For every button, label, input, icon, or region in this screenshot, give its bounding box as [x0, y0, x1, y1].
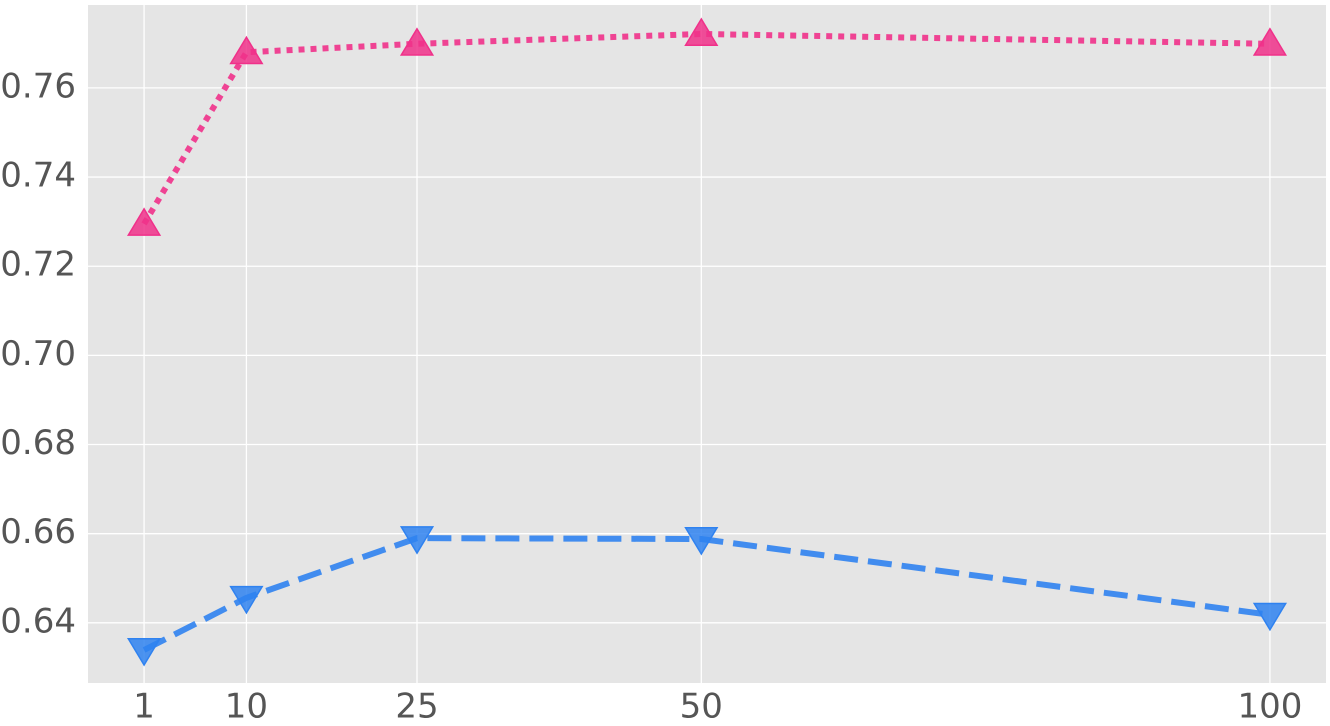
marker [399, 27, 435, 56]
marker [399, 526, 435, 555]
y-tick-label: 0.70 [0, 334, 76, 374]
marker [126, 638, 162, 667]
marker [229, 585, 264, 615]
series-line [141, 30, 1270, 226]
marker [684, 527, 719, 556]
marker [1252, 27, 1288, 56]
marker [229, 35, 264, 65]
y-tick-label: 0.72 [0, 245, 76, 285]
marker [126, 207, 162, 236]
x-tick-label: 25 [395, 687, 438, 726]
x-tick-label: 50 [680, 687, 723, 726]
y-tick-label: 0.64 [0, 601, 76, 641]
x-tick-label: 100 [1237, 687, 1302, 726]
y-tick-label: 0.76 [0, 66, 76, 106]
marker [1252, 602, 1288, 632]
x-tick-label: 1 [133, 687, 155, 726]
marker [684, 17, 719, 46]
y-tick-label: 0.68 [0, 423, 76, 463]
x-tick-label: 10 [225, 687, 268, 726]
y-tick-label: 0.74 [0, 156, 76, 196]
plot-background [88, 5, 1326, 683]
y-tick-label: 0.66 [0, 512, 76, 552]
